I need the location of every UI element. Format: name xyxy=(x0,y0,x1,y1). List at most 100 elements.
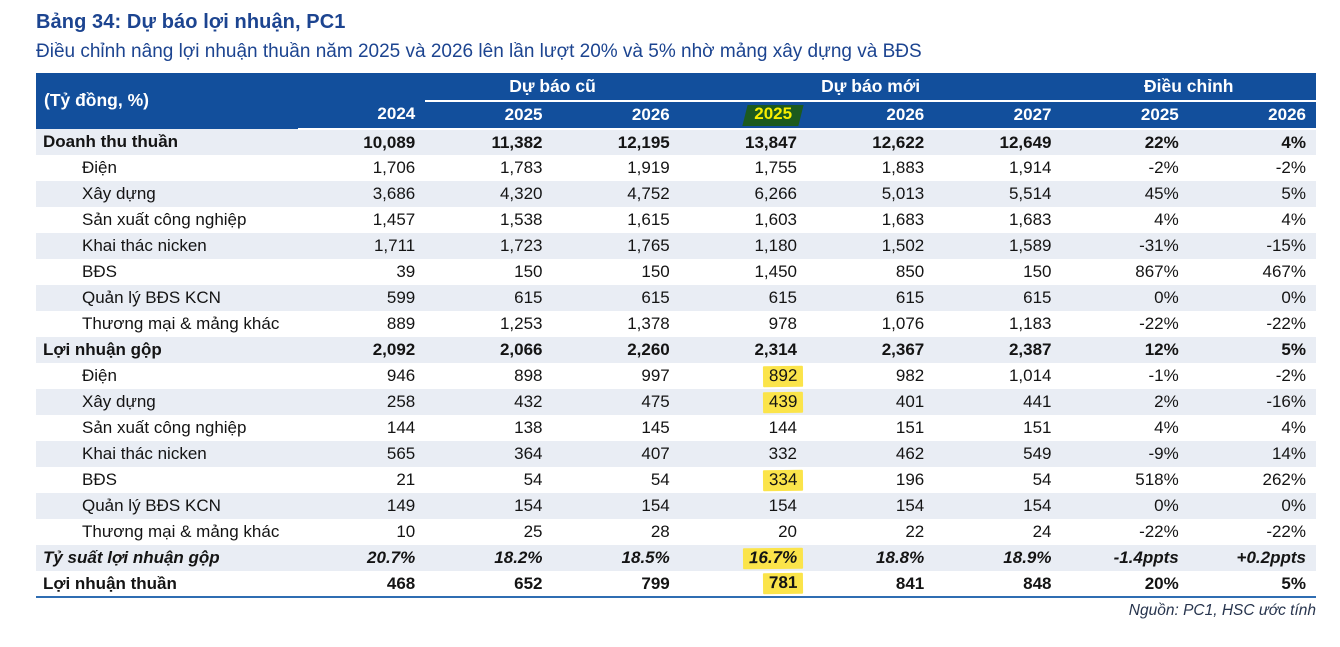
highlighted-value: 892 xyxy=(762,365,804,387)
value-cell: -22% xyxy=(1139,522,1179,542)
row-label: Điện xyxy=(82,158,117,178)
row-label: Sản xuất công nghiệp xyxy=(82,418,247,438)
value-cell: 262% xyxy=(1262,470,1306,490)
value-cell: 154 xyxy=(1023,496,1052,516)
value-cell: -2% xyxy=(1148,158,1179,178)
row-label: Khai thác nicken xyxy=(82,444,207,464)
value-cell: -9% xyxy=(1148,444,1179,464)
row-label: Quản lý BĐS KCN xyxy=(82,496,221,516)
value-cell: 1,180 xyxy=(754,236,797,256)
value-cell: -2% xyxy=(1275,158,1306,178)
value-cell: 20 xyxy=(778,522,797,542)
value-cell: 154 xyxy=(768,496,797,516)
table-row: Quản lý BĐS KCN 149 154 154 154 154 154 0% 0% xyxy=(36,493,1316,519)
table-row: Tỷ suất lợi nhuận gộp 20.7% 18.2% 18.5% 16.7… xyxy=(36,545,1316,571)
value-cell: 0% xyxy=(1154,288,1179,308)
value-cell: 1,603 xyxy=(754,210,797,230)
value-cell: 889 xyxy=(386,314,416,334)
row-label: Xây dựng xyxy=(82,392,156,412)
table-row: Điện 946 898 997 892 982 1,014 -1% -2% xyxy=(36,363,1316,389)
value-cell: 1,450 xyxy=(754,262,797,282)
value-cell: 5,514 xyxy=(1008,184,1052,204)
value-cell: 10,089 xyxy=(363,132,416,152)
value-cell: 39 xyxy=(396,262,416,282)
value-cell: 4% xyxy=(1154,418,1179,438)
value-cell: 475 xyxy=(641,392,670,412)
table-row: Xây dựng 258 432 475 439 401 441 2% -16% xyxy=(36,389,1316,415)
value-cell: 258 xyxy=(386,392,416,412)
group-header-empty xyxy=(298,73,426,101)
value-cell: 867% xyxy=(1135,262,1179,282)
group-header-old-forecast: Dự báo cũ xyxy=(425,73,680,102)
value-cell: 1,711 xyxy=(373,236,416,256)
value-cell: -1% xyxy=(1148,366,1179,386)
value-cell: 25 xyxy=(523,522,543,542)
value-cell: 2,066 xyxy=(499,340,543,360)
value-cell: 1,883 xyxy=(881,158,925,178)
value-cell: 12,195 xyxy=(617,132,670,152)
table-row: Sản xuất công nghiệp 1,457 1,538 1,615 1,603… xyxy=(36,207,1316,233)
value-cell: 21 xyxy=(396,470,416,490)
value-cell: 432 xyxy=(514,392,543,412)
value-cell: 4% xyxy=(1281,210,1306,230)
value-cell: -2% xyxy=(1275,366,1306,386)
value-cell: 12,622 xyxy=(872,132,925,152)
table-row: Thương mại & mảng khác 10 25 28 20 22 24 -22% -2… xyxy=(36,519,1316,545)
highlighted-value: 334 xyxy=(762,469,804,491)
value-cell: 781 xyxy=(680,571,807,597)
value-cell: 0% xyxy=(1154,496,1179,516)
value-cell: 12% xyxy=(1144,340,1179,360)
highlighted-value: 781 xyxy=(762,572,804,595)
value-cell: 615 xyxy=(514,288,543,308)
value-cell: 549 xyxy=(1023,444,1052,464)
value-cell: +0.2ppts xyxy=(1236,548,1306,568)
year-header-col7: 2025 xyxy=(1061,101,1189,130)
table-row: Quản lý BĐS KCN 599 615 615 615 615 615 0% 0% xyxy=(36,285,1316,311)
value-cell: 898 xyxy=(514,366,543,386)
value-cell: 154 xyxy=(514,496,543,516)
value-cell: 1,914 xyxy=(1008,158,1052,178)
value-cell: 407 xyxy=(641,444,670,464)
row-label: BĐS xyxy=(82,470,117,490)
value-cell: 2% xyxy=(1154,392,1179,412)
value-cell: 151 xyxy=(895,418,925,438)
value-cell: 4,752 xyxy=(627,184,670,204)
value-cell: 16.7% xyxy=(680,545,807,571)
row-label: Lợi nhuận gộp xyxy=(43,340,162,360)
value-cell: 149 xyxy=(386,496,416,516)
value-cell: 2,367 xyxy=(881,340,925,360)
value-cell: 1,765 xyxy=(627,236,670,256)
value-cell: 468 xyxy=(386,573,416,593)
value-cell: 28 xyxy=(650,522,670,542)
value-cell: -16% xyxy=(1266,392,1306,412)
row-label: Doanh thu thuần xyxy=(43,132,179,152)
value-cell: 54 xyxy=(1032,470,1052,490)
value-cell: 54 xyxy=(650,470,670,490)
value-cell: 11,382 xyxy=(491,132,543,152)
value-cell: 138 xyxy=(514,418,543,438)
row-label: Sản xuất công nghiệp xyxy=(82,210,247,230)
value-cell: -31% xyxy=(1139,236,1179,256)
value-cell: 150 xyxy=(641,262,670,282)
value-cell: 1,538 xyxy=(499,210,543,230)
value-cell: 1,783 xyxy=(499,158,543,178)
highlighted-value: 439 xyxy=(762,391,804,413)
value-cell: 401 xyxy=(895,392,925,412)
table-row: Lợi nhuận gộp 2,092 2,066 2,260 2,314 2,367 2,… xyxy=(36,337,1316,363)
value-cell: 1,378 xyxy=(627,314,670,334)
year-header-col4: 2025 xyxy=(679,101,807,130)
value-cell: 150 xyxy=(1023,262,1052,282)
value-cell: 1,706 xyxy=(372,158,416,178)
year-header-col3: 2026 xyxy=(552,101,680,130)
value-cell: 334 xyxy=(680,467,807,493)
value-cell: 1,014 xyxy=(1008,366,1052,386)
value-cell: 848 xyxy=(1023,573,1052,593)
value-cell: 144 xyxy=(386,418,416,438)
value-cell: 45% xyxy=(1144,184,1179,204)
value-cell: 1,755 xyxy=(754,158,797,178)
highlighted-year: 2025 xyxy=(742,104,804,126)
value-cell: 6,266 xyxy=(754,184,797,204)
year-header-row: 2024 2025 2026 2025 2026 2027 2025 2026 xyxy=(36,101,1316,130)
table-row: Khai thác nicken 565 364 407 332 462 549 -9% 14% xyxy=(36,441,1316,467)
row-label: Lợi nhuận thuần xyxy=(43,573,177,593)
